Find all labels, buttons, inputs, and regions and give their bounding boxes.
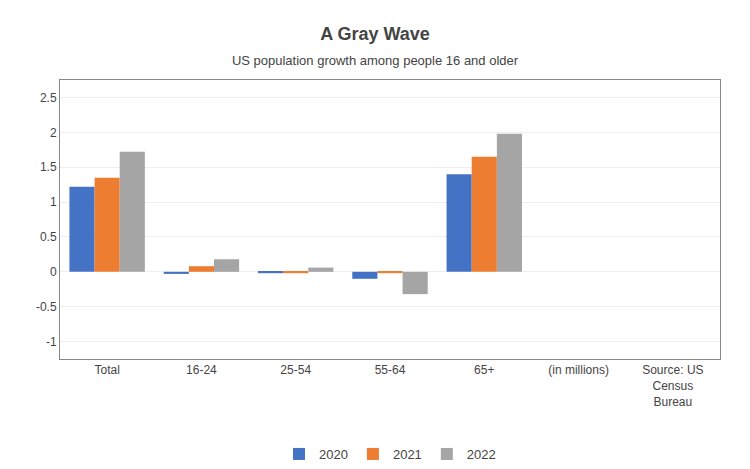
svg-text:2020: 2020 [319, 447, 348, 462]
svg-text:2: 2 [50, 126, 57, 140]
svg-text:-0.5: -0.5 [36, 300, 57, 314]
svg-text:16-24: 16-24 [186, 363, 217, 377]
svg-text:25-54: 25-54 [280, 363, 311, 377]
svg-text:0.5: 0.5 [40, 230, 57, 244]
svg-text:1.5: 1.5 [40, 160, 57, 174]
svg-text:Total: Total [94, 363, 119, 377]
svg-text:-1: -1 [46, 335, 57, 349]
svg-text:55-64: 55-64 [375, 363, 406, 377]
svg-text:1: 1 [50, 195, 57, 209]
svg-text:A Gray Wave: A Gray Wave [320, 24, 430, 44]
svg-text:0: 0 [50, 265, 57, 279]
svg-text:65+: 65+ [474, 363, 494, 377]
svg-text:Source: USCensusBureau: Source: USCensusBureau [642, 363, 703, 408]
svg-text:2.5: 2.5 [40, 91, 57, 105]
svg-text:2022: 2022 [467, 447, 496, 462]
svg-text:(in millions): (in millions) [548, 363, 609, 377]
svg-text:US population growth among peo: US population growth among people 16 and… [232, 53, 519, 68]
svg-text:2021: 2021 [393, 447, 422, 462]
